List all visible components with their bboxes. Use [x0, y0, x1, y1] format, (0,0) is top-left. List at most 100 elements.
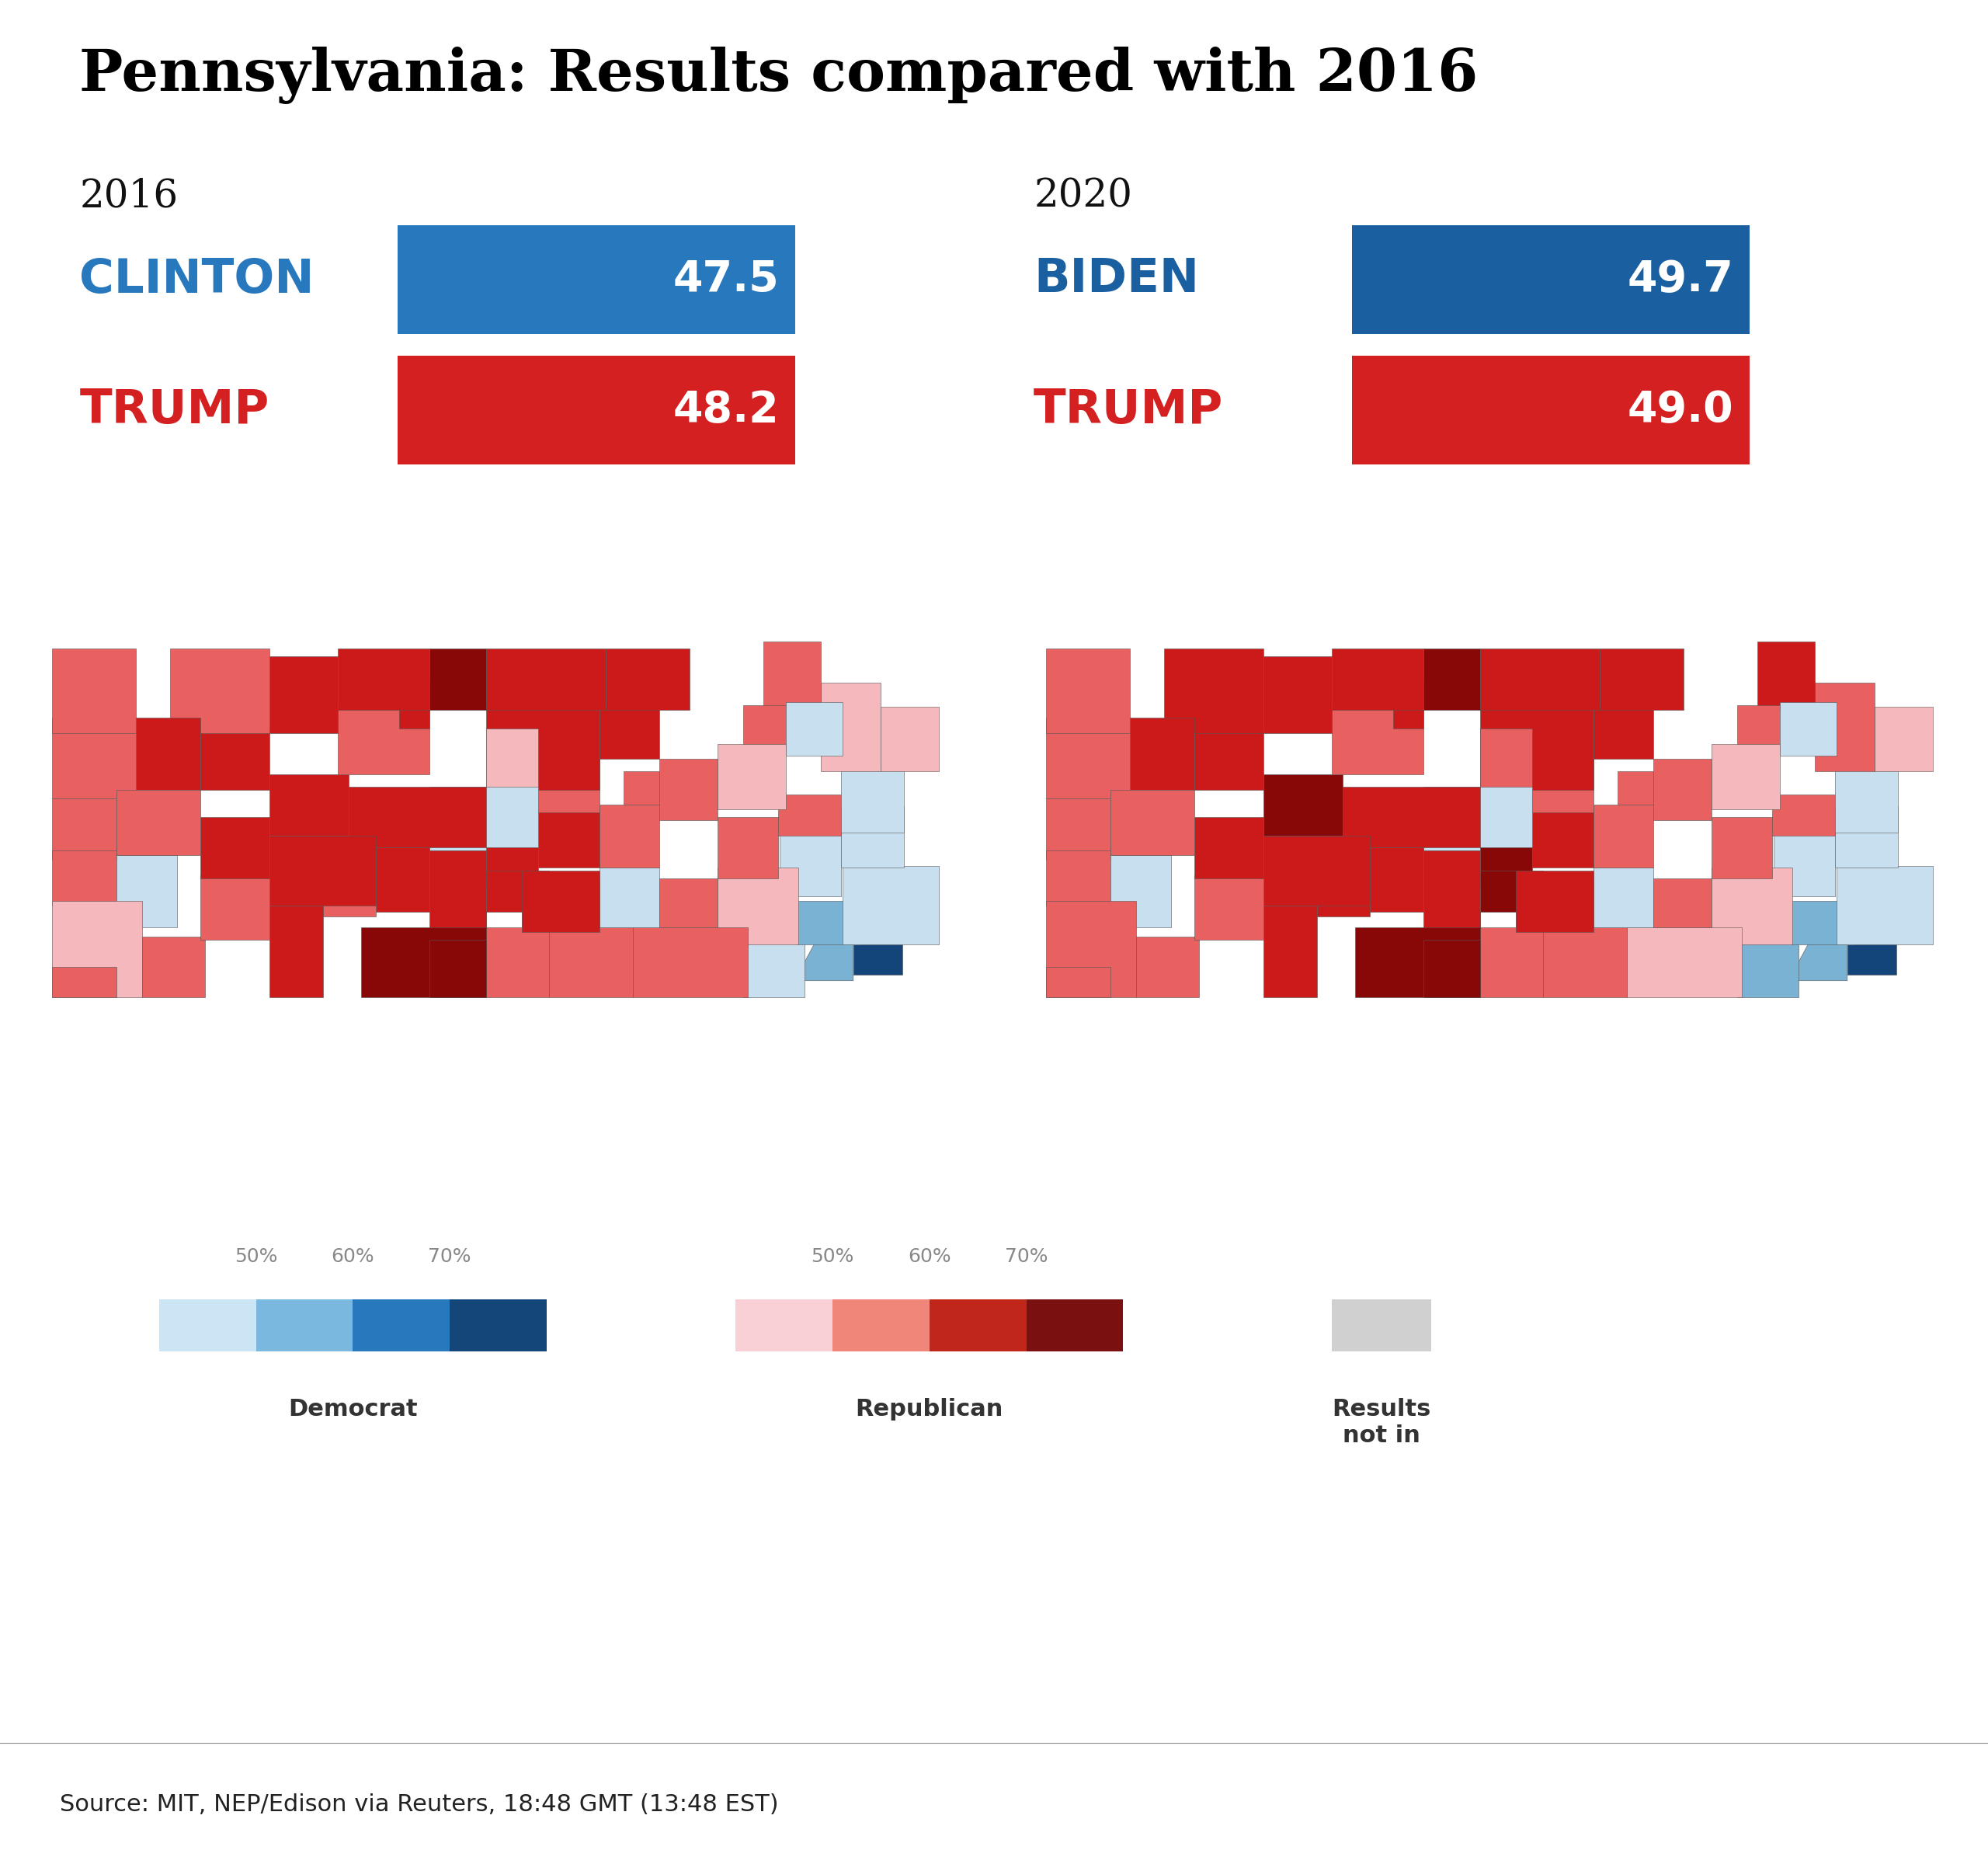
Polygon shape [521, 882, 600, 926]
Bar [159, 1299, 256, 1351]
Polygon shape [1332, 706, 1423, 774]
Polygon shape [52, 967, 115, 997]
Polygon shape [201, 876, 268, 939]
Polygon shape [853, 934, 903, 975]
Polygon shape [1195, 816, 1262, 878]
Bar [833, 1299, 930, 1351]
Text: 48.2: 48.2 [674, 390, 779, 431]
Text: Results
not in: Results not in [1332, 1398, 1431, 1446]
Polygon shape [660, 878, 718, 926]
Polygon shape [1423, 787, 1533, 850]
Polygon shape [1481, 729, 1533, 813]
Polygon shape [660, 759, 718, 820]
Polygon shape [1847, 934, 1897, 975]
Text: 49.7: 49.7 [1628, 259, 1734, 300]
Polygon shape [52, 800, 115, 859]
Polygon shape [624, 772, 660, 805]
Polygon shape [1712, 744, 1779, 809]
Polygon shape [115, 790, 201, 856]
Polygon shape [1481, 848, 1533, 885]
Polygon shape [400, 680, 429, 729]
Polygon shape [1129, 718, 1195, 790]
Polygon shape [1046, 649, 1129, 733]
Text: Democrat: Democrat [288, 1398, 417, 1420]
Polygon shape [881, 706, 938, 772]
Polygon shape [1046, 967, 1109, 997]
Polygon shape [169, 649, 268, 733]
Bar [930, 1299, 1026, 1351]
Polygon shape [763, 641, 821, 710]
Polygon shape [1543, 926, 1626, 997]
Polygon shape [1773, 794, 1835, 835]
Polygon shape [338, 706, 429, 774]
Polygon shape [785, 703, 843, 757]
Polygon shape [322, 844, 376, 917]
Polygon shape [1109, 856, 1171, 926]
Polygon shape [433, 911, 487, 997]
Polygon shape [539, 759, 600, 813]
Text: 50%: 50% [235, 1247, 278, 1266]
Polygon shape [779, 833, 841, 897]
Polygon shape [718, 867, 799, 943]
Polygon shape [1481, 926, 1543, 997]
Polygon shape [1262, 656, 1332, 733]
Polygon shape [487, 649, 606, 710]
Polygon shape [600, 867, 660, 926]
Polygon shape [1773, 833, 1835, 897]
Text: 70%: 70% [1004, 1247, 1048, 1266]
Polygon shape [1618, 772, 1654, 805]
Polygon shape [1654, 878, 1712, 926]
Text: 60%: 60% [909, 1247, 950, 1266]
Polygon shape [1791, 900, 1853, 943]
Polygon shape [429, 850, 487, 932]
Polygon shape [1594, 706, 1654, 759]
Polygon shape [1515, 882, 1594, 926]
Polygon shape [429, 649, 487, 710]
Bar [354, 1299, 449, 1351]
Polygon shape [632, 926, 747, 997]
Polygon shape [1423, 850, 1481, 932]
Polygon shape [376, 848, 429, 911]
Polygon shape [487, 706, 600, 790]
Polygon shape [1738, 936, 1799, 997]
Bar [449, 1299, 547, 1351]
Text: B: B [1791, 1791, 1811, 1817]
Polygon shape [821, 682, 881, 772]
Polygon shape [1262, 835, 1370, 906]
Polygon shape [1423, 939, 1481, 997]
Polygon shape [797, 900, 859, 943]
Polygon shape [362, 926, 487, 997]
Polygon shape [52, 718, 135, 800]
Polygon shape [1712, 816, 1773, 878]
Polygon shape [1533, 809, 1594, 867]
Polygon shape [268, 774, 348, 835]
Polygon shape [338, 649, 429, 710]
Polygon shape [1109, 790, 1195, 856]
Text: Pennsylvania: Results compared with 2016: Pennsylvania: Results compared with 2016 [80, 47, 1479, 104]
Polygon shape [600, 706, 660, 759]
Polygon shape [1163, 649, 1262, 733]
Text: CLINTON: CLINTON [80, 257, 314, 302]
Polygon shape [429, 787, 539, 850]
Text: 2016: 2016 [80, 177, 179, 216]
Polygon shape [1594, 805, 1654, 867]
Polygon shape [805, 939, 853, 980]
Polygon shape [135, 718, 201, 790]
Polygon shape [1262, 906, 1316, 997]
Polygon shape [1046, 850, 1109, 906]
Polygon shape [779, 794, 841, 835]
Polygon shape [1738, 705, 1779, 751]
Polygon shape [487, 926, 549, 997]
Polygon shape [1316, 844, 1370, 917]
Polygon shape [718, 744, 785, 809]
Text: TRUMP: TRUMP [80, 388, 268, 432]
Polygon shape [1332, 649, 1423, 710]
Text: TRUMP: TRUMP [1034, 388, 1223, 432]
Polygon shape [348, 787, 487, 848]
Text: 50%: 50% [811, 1247, 855, 1266]
Bar [736, 1299, 833, 1351]
Polygon shape [487, 729, 539, 813]
Polygon shape [268, 656, 338, 733]
Polygon shape [841, 807, 905, 867]
Polygon shape [1799, 939, 1847, 980]
